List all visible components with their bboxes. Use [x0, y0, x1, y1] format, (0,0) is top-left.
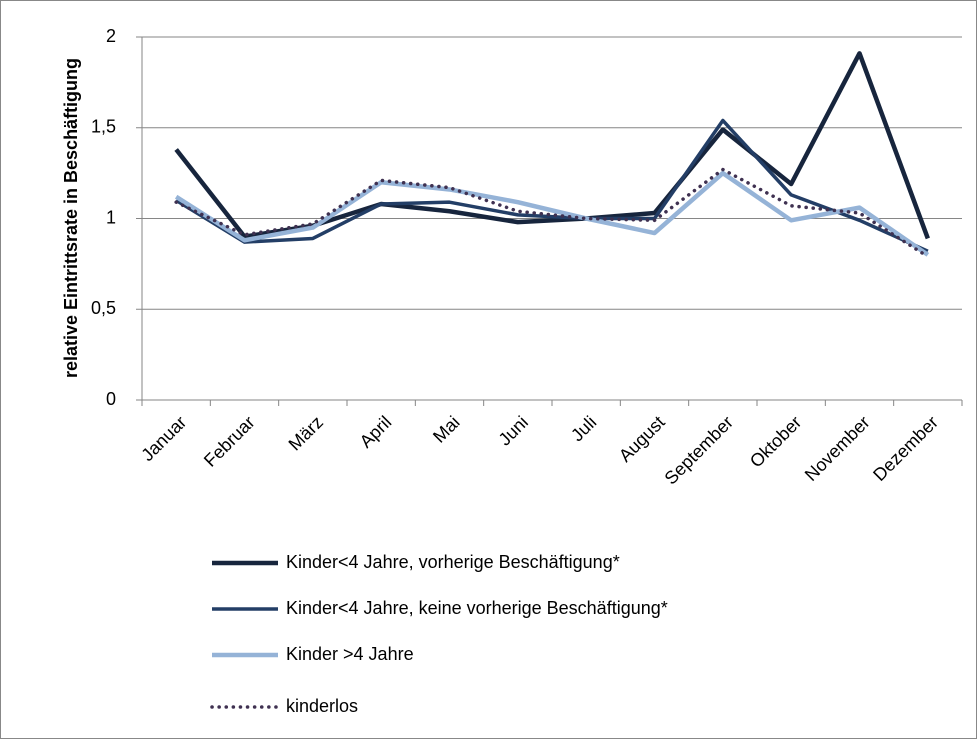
- legend-label: Kinder >4 Jahre: [286, 644, 414, 664]
- y-tick-label: 2: [106, 26, 116, 46]
- legend-label: Kinder<4 Jahre, keine vorherige Beschäft…: [286, 598, 668, 618]
- series-line: [174, 170, 930, 257]
- y-axis-title: relative Eintrittsrate in Beschäftigung: [61, 58, 81, 378]
- legend-label: Kinder<4 Jahre, vorherige Beschäftigung*: [286, 552, 620, 572]
- series-line: [174, 167, 930, 259]
- y-tick-label: 0,5: [91, 298, 116, 318]
- y-tick-label: 1,5: [91, 117, 116, 137]
- y-tick-label: 1: [106, 207, 116, 227]
- series-line: [175, 118, 929, 253]
- legend-label: kinderlos: [286, 696, 358, 716]
- y-tick-label: 0: [106, 389, 116, 409]
